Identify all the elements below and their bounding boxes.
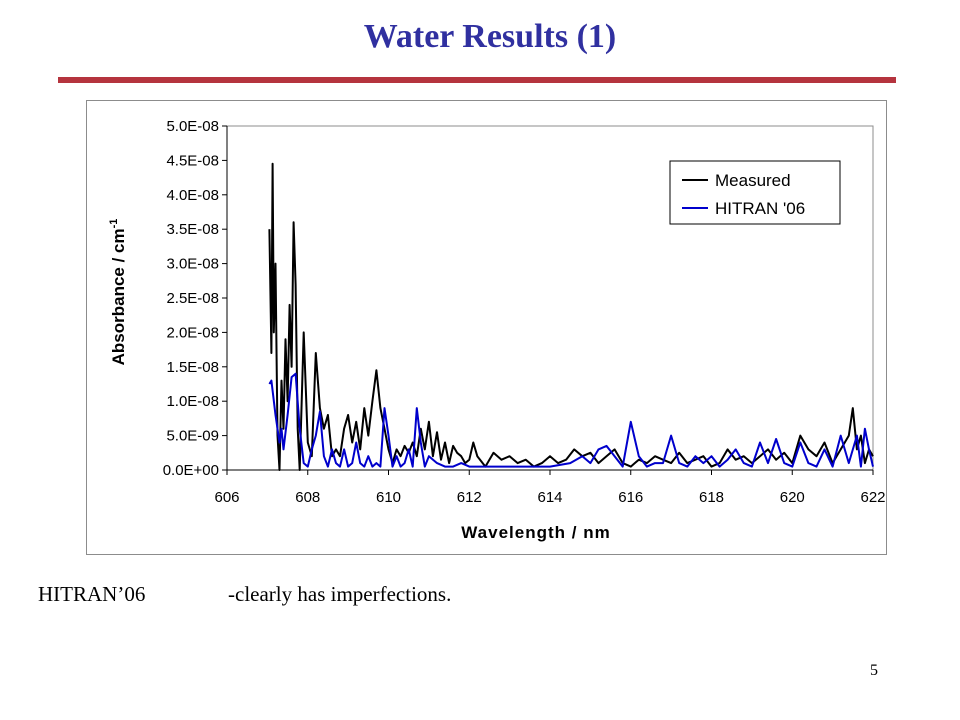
caption-source: HITRAN’06 xyxy=(38,582,146,606)
y-axis-label: Absorbance / cm-1 xyxy=(108,219,128,366)
y-tick-label: 2.5E-08 xyxy=(166,290,219,307)
y-tick-label: 5.0E-08 xyxy=(166,118,219,135)
x-tick-label: 608 xyxy=(295,489,320,506)
chart-frame: 0.0E+00 5.0E-09 1.0E-08 1.5E-08 2.0E-08 2.5E-… xyxy=(86,100,887,555)
x-tick-label: 614 xyxy=(537,489,562,506)
axes-layer: 0.0E+00 5.0E-09 1.0E-08 1.5E-08 2.0E-08 2.5E-… xyxy=(163,118,886,506)
y-tick-label: 3.0E-08 xyxy=(166,256,219,273)
y-tick-label: 2.0E-08 xyxy=(166,324,219,341)
series-layer xyxy=(268,162,874,471)
legend-box xyxy=(669,160,841,225)
x-tick-label: 612 xyxy=(457,489,482,506)
y-axis-label-superscript: -1 xyxy=(108,219,120,229)
x-tick-label: 620 xyxy=(780,489,805,506)
x-tick-label: 610 xyxy=(376,489,401,506)
series-line-hitran xyxy=(268,372,874,468)
legend: Measured HITRAN '06 xyxy=(669,160,841,225)
y-tick-label: 0.0E+00 xyxy=(163,462,219,479)
y-tick-label: 5.0E-09 xyxy=(166,428,219,445)
legend-entry-label: Measured xyxy=(715,171,791,190)
absorbance-chart: 0.0E+00 5.0E-09 1.0E-08 1.5E-08 2.0E-08 2.5E-… xyxy=(108,118,886,542)
y-tick-label: 3.5E-08 xyxy=(166,221,219,238)
slide-title: Water Results (1) xyxy=(363,18,617,55)
x-tick-label: 616 xyxy=(618,489,643,506)
caption-comment: -clearly has imperfections. xyxy=(228,582,452,606)
y-axis-label-main: Absorbance / cm xyxy=(109,228,128,365)
x-axis-label: Wavelength / nm xyxy=(461,523,610,542)
x-tick-label: 618 xyxy=(699,489,724,506)
y-tick-label: 1.0E-08 xyxy=(166,393,219,410)
x-tick-label: 606 xyxy=(214,489,239,506)
y-tick-label: 4.0E-08 xyxy=(166,187,219,204)
page-number: 5 xyxy=(870,662,878,679)
title-rule xyxy=(58,77,896,83)
legend-entry-label: HITRAN '06 xyxy=(715,199,805,218)
y-tick-label: 4.5E-08 xyxy=(166,152,219,169)
y-tick-label: 1.5E-08 xyxy=(166,359,219,376)
x-tick-label: 622 xyxy=(860,489,885,506)
